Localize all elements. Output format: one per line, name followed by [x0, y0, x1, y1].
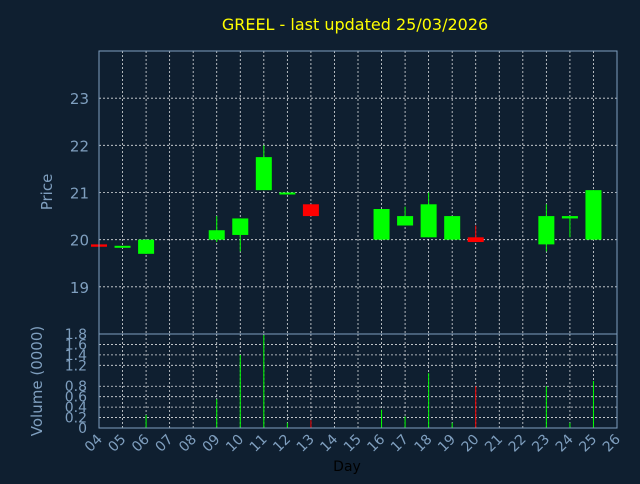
day-tick-label: 08 [176, 432, 200, 456]
day-tick-label: 19 [435, 432, 459, 456]
day-tick-label: 05 [105, 432, 129, 456]
candle-body [444, 216, 461, 240]
day-tick-label: 11 [247, 432, 271, 456]
day-tick-label: 20 [459, 432, 483, 456]
candle-body [232, 218, 249, 235]
volume-tick-label: 0 [78, 421, 87, 437]
day-tick-label: 25 [576, 432, 600, 456]
volume-panel: 00.20.40.60.8 1.21.41.61.8 [65, 327, 618, 437]
day-tick-label: 22 [506, 432, 530, 456]
candle-body [467, 237, 484, 243]
day-tick-label: 06 [129, 431, 153, 455]
candle-body [561, 216, 578, 219]
candle-body [397, 216, 414, 226]
volume-plot-frame [98, 333, 618, 429]
candle-body [302, 204, 319, 217]
chart-title: GREEL - last updated 25/03/2026 [222, 15, 488, 34]
price-tick-label: 19 [70, 279, 89, 297]
candle-body [208, 230, 225, 240]
day-tick-label: 15 [341, 432, 365, 456]
day-tick-label: 16 [364, 431, 388, 455]
candle-body [255, 157, 272, 191]
price-tick-label: 22 [70, 137, 89, 155]
candle-body [138, 239, 155, 254]
day-tick-label: 17 [388, 432, 412, 456]
volume-axis-label: Volume (0000) [28, 326, 46, 436]
day-tick-label: 10 [223, 432, 247, 456]
price-tick-label: 23 [70, 90, 89, 108]
volume-tick-label: 0.6 [65, 390, 87, 406]
volume-tick-label: 0.4 [65, 400, 87, 416]
volume-tick-label: 1.8 [65, 327, 87, 343]
day-axis: 04 05 06 07 08 09 10 11 12 13 14 15 16 17 18 19 20 21 22 23… [82, 431, 624, 455]
day-tick-label: 23 [529, 432, 553, 456]
candle-body [373, 209, 390, 240]
day-tick-label: 26 [600, 431, 624, 455]
day-tick-label: 14 [317, 431, 341, 455]
candle-body [114, 245, 131, 248]
volume-tick-label: 0.8 [65, 379, 87, 395]
day-tick-label: 12 [270, 432, 294, 456]
price-axis-label: Price [38, 174, 56, 211]
volume-tick-label: 1.4 [65, 348, 87, 364]
candle-body [279, 192, 296, 195]
volume-tick-label: 0.2 [65, 411, 87, 427]
candle-body [538, 216, 555, 245]
price-tick-label: 20 [70, 232, 89, 250]
day-tick-label: 09 [200, 432, 224, 456]
day-tick-label: 07 [153, 432, 177, 456]
volume-tick-label: 1.2 [65, 358, 87, 374]
volume-tick-label: 1.6 [65, 337, 87, 353]
day-tick-label: 13 [294, 432, 318, 456]
price-panel: 19 20 21 22 23 [70, 50, 618, 335]
day-tick-label: 18 [412, 432, 436, 456]
day-tick-label: 24 [553, 431, 577, 455]
price-tick-label: 21 [70, 185, 89, 203]
day-axis-label: Day [333, 459, 361, 475]
day-tick-label: 21 [482, 432, 506, 456]
candle-body [420, 204, 437, 238]
candle-body [585, 190, 602, 240]
